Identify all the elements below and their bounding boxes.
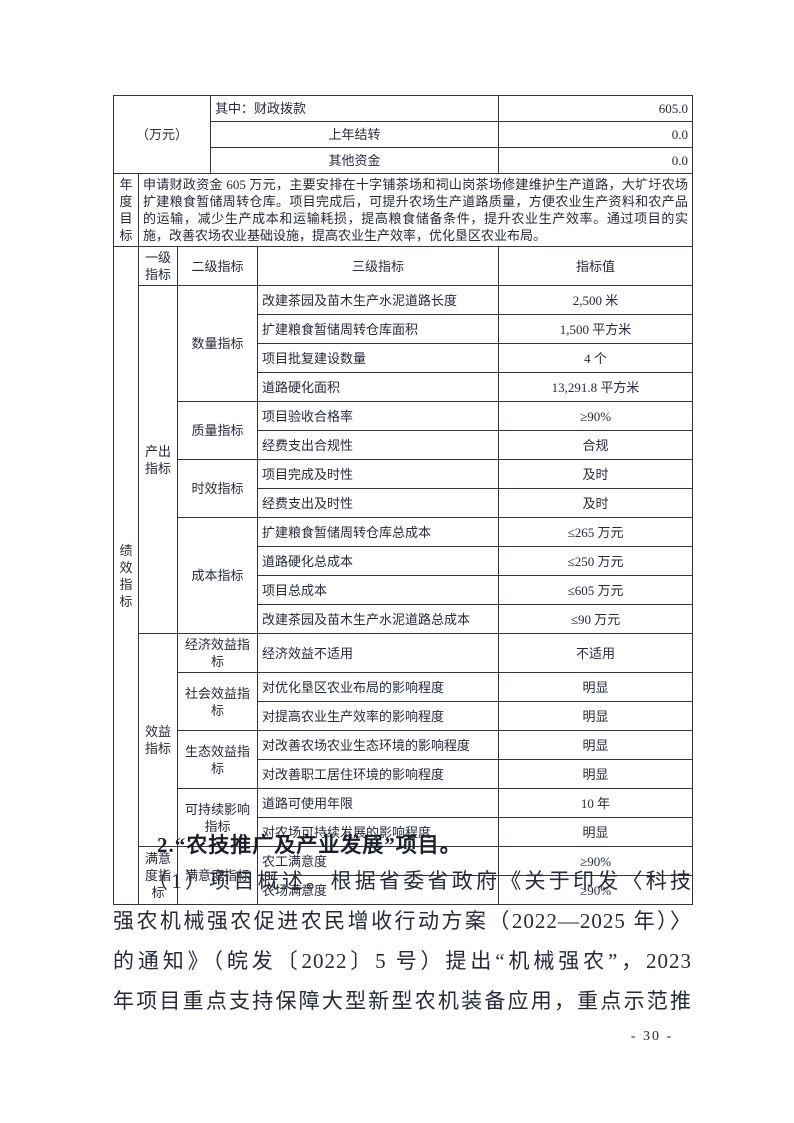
indicator-value: 及时 — [498, 488, 694, 518]
annual-goal-text: 申请财政资金 605 万元，主要安排在十字铺茶场和祠山岗茶场修建维护生产道路，大… — [137, 173, 694, 247]
indicator-value: 13,291.8 平方米 — [498, 372, 694, 402]
table-row: 年度目标 申请财政资金 605 万元，主要安排在十字铺茶场和祠山岗茶场修建维护生… — [113, 173, 694, 247]
table-row: （万元） 其中：财政拨款 605.0 — [112, 95, 694, 174]
performance-side-label: 绩效指标 — [113, 246, 139, 905]
funding-row-label: 其他资金 — [210, 147, 500, 174]
funding-row-value: 0.0 — [498, 121, 694, 148]
table-row: 经费支出及时性 及时 — [114, 488, 694, 518]
indicator-value: 明显 — [498, 730, 694, 760]
indicator-value: 及时 — [498, 459, 694, 489]
table-row: 时效指标 项目完成及时性 及时 — [114, 459, 694, 518]
table-row: 扩建粮食暂储周转仓库面积 1,500 平方米 — [114, 314, 694, 344]
indicator-value: ≤90 万元 — [498, 604, 694, 634]
level1-benefit: 效益指标 — [138, 633, 178, 847]
indicator-name: 项目验收合格率 — [257, 401, 500, 431]
level2-quantity: 数量指标 — [176, 285, 259, 402]
funding-row-value: 605.0 — [498, 95, 694, 122]
indicator-value: 合规 — [498, 430, 694, 460]
table-row: 成本指标 扩建粮食暂储周转仓库总成本 ≤265 万元 — [114, 517, 694, 634]
indicator-name: 扩建粮食暂储周转仓库总成本 — [257, 517, 500, 547]
level1-satisfaction: 满意度指标 — [138, 846, 178, 905]
funding-row-label: 其中：财政拨款 — [210, 95, 500, 122]
level2-cost: 成本指标 — [176, 517, 259, 634]
header-value: 指标值 — [498, 246, 694, 286]
page-number: - 30 - — [630, 1029, 674, 1044]
table-row: 满意度指标 满意度指标 农工满意度 ≥90% — [114, 846, 694, 905]
header-level2: 二级指标 — [176, 246, 259, 286]
indicator-name: 道路可使用年限 — [257, 788, 500, 818]
header-level1: 一级指标 — [138, 246, 178, 286]
level2-quality: 质量指标 — [176, 401, 259, 460]
indicator-name: 对优化垦区农业布局的影响程度 — [257, 672, 500, 702]
table-row: 道路硬化总成本 ≤250 万元 — [114, 546, 694, 576]
indicator-value: 1,500 平方米 — [498, 314, 694, 344]
indicator-name: 对改善职工居住环境的影响程度 — [257, 759, 500, 789]
level1-output: 产出指标 — [138, 285, 178, 634]
indicator-value: 明显 — [498, 701, 694, 731]
table-row: 社会效益指标 对优化垦区农业布局的影响程度 明显 — [114, 672, 694, 731]
annual-goal-label: 年度目标 — [113, 173, 139, 247]
indicator-value: 4 个 — [498, 343, 694, 373]
indicator-value: 2,500 米 — [498, 285, 694, 315]
table-row: 农场满意度 ≥90% — [114, 875, 694, 905]
indicator-value: ≤250 万元 — [498, 546, 694, 576]
funding-row-value: 0.0 — [498, 147, 694, 174]
indicator-value: 明显 — [498, 672, 694, 702]
table-row: 产出指标 数量指标 改建茶园及苗木生产水泥道路长度 2,500 米 — [114, 285, 694, 634]
section-2: 2.“农技推广及产业发展”项目。 （1）项目概述。根据省委省政府《关于印发〈科技… — [113, 829, 692, 1021]
indicator-value: ≥90% — [498, 875, 694, 905]
header-level3: 三级指标 — [257, 246, 500, 286]
indicator-value: ≤265 万元 — [498, 517, 694, 547]
paragraph-line: 强农机械强农促进农民增收行动方案（2022—2025 年）〉 — [113, 909, 692, 933]
funding-unit-label: （万元） — [112, 95, 212, 174]
table-row: 经费支出合规性 合规 — [114, 430, 694, 460]
indicator-name: 项目批复建设数量 — [257, 343, 500, 373]
table-row: 对改善职工居住环境的影响程度 明显 — [114, 759, 694, 789]
level2-timeliness: 时效指标 — [176, 459, 259, 518]
indicator-name: 项目完成及时性 — [257, 459, 500, 489]
table-row: 可持续影响指标 道路可使用年限 10 年 — [114, 788, 694, 847]
indicator-name: 扩建粮食暂储周转仓库面积 — [257, 314, 500, 344]
table-row: 项目批复建设数量 4 个 — [114, 343, 694, 373]
section-heading: 2.“农技推广及产业发展”项目。 — [157, 833, 462, 857]
indicator-value: ≤605 万元 — [498, 575, 694, 605]
table-row: 生态效益指标 对改善农场农业生态环境的影响程度 明显 — [114, 730, 694, 789]
indicator-name: 道路硬化面积 — [257, 372, 500, 402]
indicator-name: 道路硬化总成本 — [257, 546, 500, 576]
indicator-name: 对提高农业生产效率的影响程度 — [257, 701, 500, 731]
paragraph-line: 年项目重点支持保障大型新型农机装备应用，重点示范推 — [113, 989, 692, 1013]
indicator-name: 对改善农场农业生态环境的影响程度 — [257, 730, 500, 760]
level2-sustainability: 可持续影响指标 — [176, 788, 259, 847]
indicator-name: 农场满意度 — [257, 875, 500, 905]
indicator-name: 改建茶园及苗木生产水泥道路总成本 — [257, 604, 500, 634]
indicator-name: 经费支出及时性 — [257, 488, 500, 518]
indicator-value: ≥90% — [498, 401, 694, 431]
indicator-name: 项目总成本 — [257, 575, 500, 605]
indicator-name: 经费支出合规性 — [257, 430, 500, 460]
table-row: 其他资金 0.0 — [114, 147, 694, 174]
table-row: 对提高农业生产效率的影响程度 明显 — [114, 701, 694, 731]
indicator-name: 经济效益不适用 — [257, 633, 500, 673]
indicator-value: 不适用 — [498, 633, 694, 673]
level2-satisfaction: 满意度指标 — [176, 846, 259, 905]
indicator-value: 10 年 — [498, 788, 694, 818]
indicator-name: 改建茶园及苗木生产水泥道路长度 — [257, 285, 500, 315]
table-row: 绩效指标 一级指标 二级指标 三级指标 指标值 — [113, 246, 694, 905]
level2-economic: 经济效益指标 — [176, 633, 259, 673]
table-row: 上年结转 0.0 — [114, 121, 694, 148]
table-row: 道路硬化面积 13,291.8 平方米 — [114, 372, 694, 402]
table-row: 改建茶园及苗木生产水泥道路总成本 ≤90 万元 — [114, 604, 694, 634]
level2-ecological: 生态效益指标 — [176, 730, 259, 789]
funding-row-label: 上年结转 — [210, 121, 500, 148]
paragraph-line: 的通知》（皖发〔2022〕5 号）提出“机械强农”，2023 — [113, 949, 692, 973]
paragraph-line: （1）项目概述。根据省委省政府《关于印发〈科技 — [147, 869, 692, 893]
table-row: 效益指标 经济效益指标 经济效益不适用 不适用 — [114, 633, 694, 847]
table-row: 项目总成本 ≤605 万元 — [114, 575, 694, 605]
indicator-value: 明显 — [498, 759, 694, 789]
budget-performance-table: （万元） 其中：财政拨款 605.0 上年结转 0.0 其他资金 0.0 年度目… — [112, 95, 694, 905]
table-row: 质量指标 项目验收合格率 ≥90% — [114, 401, 694, 460]
level2-social: 社会效益指标 — [176, 672, 259, 731]
